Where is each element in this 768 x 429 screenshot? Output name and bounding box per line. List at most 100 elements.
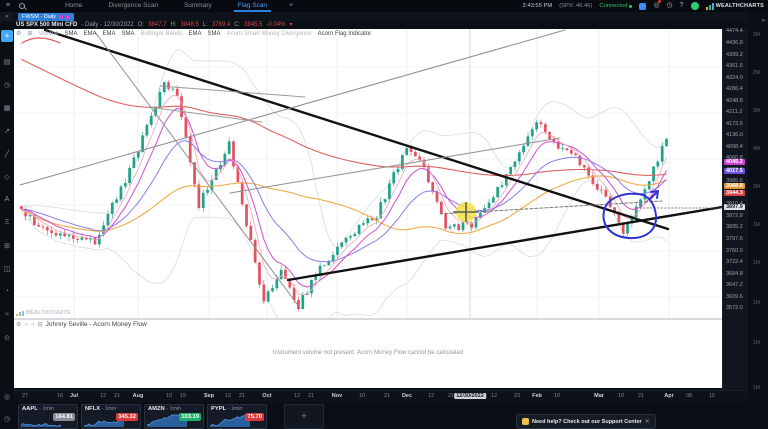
tool-text-tool-icon[interactable]: A (4, 196, 10, 203)
tool-target-tool-icon[interactable]: ⊙ (4, 335, 10, 342)
tool-help-bottom-icon[interactable]: ◷ (3, 416, 11, 423)
tool-trend-line-icon[interactable]: ╱ (4, 151, 10, 158)
panel-divider[interactable] (14, 318, 722, 320)
status-circle-icon[interactable] (690, 2, 699, 10)
date-label[interactable]: Dec (401, 393, 413, 399)
nav-tab-summary[interactable]: Summary (183, 2, 212, 9)
date-label[interactable]: 21 (238, 393, 246, 399)
tool-pie-tool-icon[interactable]: ◔ (4, 288, 10, 295)
date-label[interactable]: Nov (331, 393, 343, 399)
legend-item[interactable]: Acorn Flag Indicator (317, 30, 372, 37)
date-label[interactable]: 12 (224, 393, 232, 399)
date-label[interactable]: Feb (532, 393, 542, 399)
tool-calendar-icon[interactable]: ▦ (3, 105, 11, 112)
expand-panel-button[interactable]: » (761, 18, 765, 24)
price-badge: 3968.8 (724, 182, 745, 189)
collapse-icon[interactable]: ⊟ (37, 322, 43, 328)
date-label[interactable]: 27 (21, 393, 29, 399)
legend-item[interactable]: EMA (102, 30, 116, 37)
clock-icon[interactable]: ◷ (666, 2, 673, 9)
date-label[interactable]: 23 (513, 393, 521, 399)
date-label[interactable]: 12 (99, 393, 107, 399)
nav-tab-home[interactable]: Home (65, 2, 83, 9)
gear-icon[interactable]: ⚙ (16, 322, 22, 328)
legend-item[interactable]: Volume (38, 30, 59, 37)
date-label[interactable]: 21 (113, 393, 121, 399)
candle-body (84, 237, 88, 240)
collapse-panel-button[interactable]: « (0, 12, 14, 22)
tool-alerts-clock-icon[interactable]: ◷ (3, 82, 11, 89)
date-label[interactable]: 10 (165, 393, 173, 399)
main-chart-panel[interactable]: ⚙ ⊞ Volume SMA EMA EMA SMA Bollinger Bands EMA… (14, 29, 722, 318)
legend-item[interactable]: SMA (121, 30, 135, 37)
circle-icon[interactable]: ○ (24, 321, 29, 328)
tool-add-chart-icon[interactable]: + (1, 30, 13, 42)
tool-layouts-icon[interactable]: ▤ (3, 59, 11, 66)
candlestick-chart[interactable] (14, 29, 722, 318)
legend-item[interactable]: EMA (188, 30, 202, 37)
nav-tab-divergence-scan[interactable]: Divergence Scan (108, 2, 158, 9)
help-toast[interactable]: Need help? Check out our Support Center … (516, 414, 656, 429)
date-label[interactable]: Mar (594, 393, 604, 399)
date-label[interactable]: 21 (383, 393, 391, 399)
tool-grid-tool-icon[interactable]: ⊞ (4, 243, 10, 250)
ticker-card-pypl[interactable]: PYPL - 1min 75.70 (207, 404, 267, 429)
add-ticker-button[interactable]: + (284, 404, 324, 429)
gear-icon[interactable]: ⚙ (16, 31, 22, 37)
date-label[interactable]: 21 (447, 393, 455, 399)
tool-shapes-icon[interactable]: ◇ (4, 174, 10, 181)
circle-icon[interactable]: ○ (31, 321, 35, 328)
grid-icon[interactable]: ⊞ (27, 31, 33, 37)
date-label[interactable]: 12 (427, 393, 435, 399)
date-label[interactable]: 12 (293, 393, 301, 399)
legend-item[interactable]: SMA (64, 30, 78, 37)
date-label[interactable]: 21 (307, 393, 315, 399)
date-label[interactable]: 15 (708, 393, 716, 399)
date-label[interactable]: 08 (685, 393, 693, 399)
candle-body (448, 226, 452, 229)
connection-status: Connected (599, 3, 633, 9)
date-label[interactable]: Sep (203, 393, 215, 399)
search-icon[interactable] (19, 3, 26, 9)
date-label[interactable]: 21 (637, 393, 645, 399)
tool-measure-icon[interactable]: ◫ (3, 266, 11, 273)
price-axis[interactable]: 4474.4 4436.8 4399.2 4361.6 4324.0 4286.4 4248… (722, 28, 749, 390)
date-label[interactable]: Jul (70, 393, 78, 399)
tool-wave-tool-icon[interactable]: ≈ (5, 311, 9, 318)
date-axis[interactable]: 27 16 Jul 12 21 Aug 10 19 Sep 12 21 Oct 12 21 Nov 10 21 D… (14, 390, 748, 403)
tool-trend-arrow-icon[interactable]: ↗ (4, 128, 10, 135)
date-label[interactable]: Oct (262, 393, 272, 399)
bell-icon[interactable]: ◎ (653, 0, 661, 9)
new-tab-button[interactable]: + (289, 2, 294, 9)
ticker-card-amzn[interactable]: AMZN - 1min 103.19 (144, 404, 204, 429)
menu-icon[interactable]: ≡ (6, 2, 11, 9)
legend-item[interactable]: EMA (83, 30, 97, 37)
nav-tab-flag-scan[interactable]: Flag Scan (233, 0, 272, 12)
tool-lines-set-icon[interactable]: Ξ (4, 219, 10, 226)
candle-body (301, 295, 305, 310)
date-label[interactable]: 19 (179, 393, 187, 399)
legend-item[interactable]: Bollinger Bands (140, 30, 183, 37)
candle-body (517, 152, 521, 162)
legend-item[interactable]: Acorn Smart Money Divergence (226, 30, 312, 37)
tool-settings-bottom-icon[interactable]: ◎ (3, 394, 11, 401)
ticker-card-aapl[interactable]: AAPL - 1min 164.81 (18, 404, 78, 429)
layout-icon[interactable] (639, 2, 647, 10)
ticker-card-nflx[interactable]: NFLX - 1min 345.32 (81, 404, 141, 429)
price-tick: 4361.6 (726, 63, 743, 70)
help-icon[interactable]: ? (679, 2, 684, 9)
symbol-tab[interactable]: FWSM - Daily (18, 13, 74, 21)
date-label[interactable]: Apr (664, 393, 674, 399)
date-label[interactable]: 10 (358, 393, 366, 399)
date-label-selected[interactable]: 12/30/2022 (454, 393, 486, 399)
legend-item[interactable]: SMA (207, 30, 221, 37)
date-label[interactable]: Aug (132, 393, 144, 399)
watermark-text: WEALTHCHARTS (26, 309, 71, 316)
candle-body (639, 199, 642, 207)
date-label[interactable]: 10 (617, 393, 625, 399)
date-label[interactable]: 10 (553, 393, 561, 399)
toast-close-icon[interactable]: ✕ (644, 419, 650, 425)
ticker-price-badge: 164.81 (53, 413, 75, 421)
date-label[interactable]: 12 (490, 393, 498, 399)
date-label[interactable]: 16 (56, 393, 64, 399)
